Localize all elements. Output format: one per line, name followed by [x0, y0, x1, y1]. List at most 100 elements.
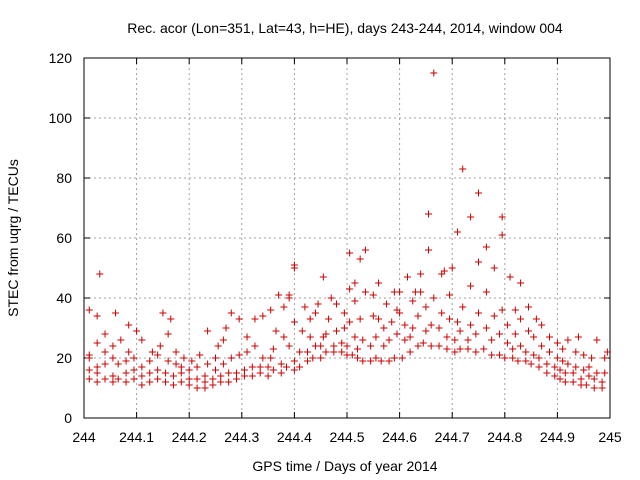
data-point — [269, 345, 277, 353]
data-point — [285, 342, 293, 350]
data-point — [259, 312, 267, 320]
data-point — [369, 291, 377, 299]
data-point — [290, 357, 298, 365]
data-point — [425, 210, 433, 218]
data-point — [574, 333, 582, 341]
data-point — [156, 342, 164, 350]
data-point — [311, 309, 319, 317]
data-point — [130, 354, 138, 362]
data-point — [101, 330, 109, 338]
data-point — [572, 363, 580, 371]
x-tick-label: 244.2 — [172, 429, 207, 445]
data-point — [193, 363, 201, 371]
data-point — [517, 315, 525, 323]
data-point — [503, 339, 511, 347]
data-point — [109, 354, 117, 362]
data-point — [380, 324, 388, 332]
data-point — [580, 366, 588, 374]
data-point — [306, 333, 314, 341]
data-point — [354, 345, 362, 353]
data-point — [148, 348, 156, 356]
data-point — [359, 357, 367, 365]
data-point — [146, 369, 154, 377]
data-point — [159, 309, 167, 317]
data-point — [551, 363, 559, 371]
data-point — [438, 309, 446, 317]
data-point — [543, 360, 551, 368]
data-point — [451, 348, 459, 356]
data-point — [509, 354, 517, 362]
data-point — [209, 375, 217, 383]
data-point — [588, 354, 596, 362]
data-point — [511, 330, 519, 338]
data-point — [264, 372, 272, 380]
data-point — [256, 363, 264, 371]
data-point — [482, 243, 490, 251]
data-point — [325, 315, 333, 323]
data-point — [456, 327, 464, 335]
data-point — [277, 360, 285, 368]
data-point — [338, 339, 346, 347]
data-point — [304, 357, 312, 365]
data-point — [356, 255, 364, 263]
data-point — [498, 213, 506, 221]
data-point — [227, 309, 235, 317]
data-point — [180, 354, 188, 362]
data-point — [372, 354, 380, 362]
data-point — [196, 351, 204, 359]
data-point — [530, 333, 538, 341]
data-point — [93, 363, 101, 371]
axis-ticks: 0 20 40 60 80 100 120 244 244.1 244.2 244.3 244.4 24… — [49, 50, 622, 445]
data-point — [122, 369, 130, 377]
data-point — [414, 312, 422, 320]
y-tick-label: 20 — [56, 350, 72, 366]
data-point — [490, 264, 498, 272]
data-point — [390, 354, 398, 362]
data-point — [204, 327, 212, 335]
data-point — [577, 375, 585, 383]
data-point — [267, 354, 275, 362]
data-point — [409, 297, 417, 305]
data-point — [248, 372, 256, 380]
data-point — [422, 303, 430, 311]
data-point — [430, 294, 438, 302]
data-point — [164, 357, 172, 365]
data-point — [480, 345, 488, 353]
data-point — [475, 258, 482, 266]
data-point — [243, 348, 251, 356]
y-axis-label: STEC from uqrg / TECUs — [5, 159, 21, 317]
data-point — [275, 291, 283, 299]
data-point — [361, 288, 369, 296]
data-point — [388, 318, 396, 326]
data-point — [440, 267, 448, 275]
data-point — [453, 228, 461, 236]
data-point — [375, 315, 383, 323]
data-point — [498, 231, 506, 239]
data-point — [138, 381, 146, 389]
data-point — [396, 309, 404, 317]
data-points — [85, 69, 611, 392]
data-point — [154, 366, 162, 374]
data-point — [219, 336, 227, 344]
data-point — [535, 354, 543, 362]
data-point — [601, 369, 609, 377]
data-point — [296, 363, 304, 371]
data-point — [354, 354, 362, 362]
data-point — [543, 369, 551, 377]
data-point — [280, 333, 288, 341]
x-tick-label: 244.8 — [487, 429, 522, 445]
data-point — [296, 348, 304, 356]
data-point — [217, 378, 225, 386]
data-point — [93, 312, 101, 320]
data-point — [240, 372, 248, 380]
data-point — [125, 348, 133, 356]
data-point — [406, 348, 414, 356]
data-point — [409, 324, 417, 332]
data-point — [401, 336, 409, 344]
data-point — [601, 354, 609, 362]
data-point — [177, 363, 185, 371]
x-tick-label: 244.5 — [329, 429, 364, 445]
data-point — [169, 372, 177, 380]
data-point — [201, 384, 209, 392]
data-point — [585, 363, 593, 371]
